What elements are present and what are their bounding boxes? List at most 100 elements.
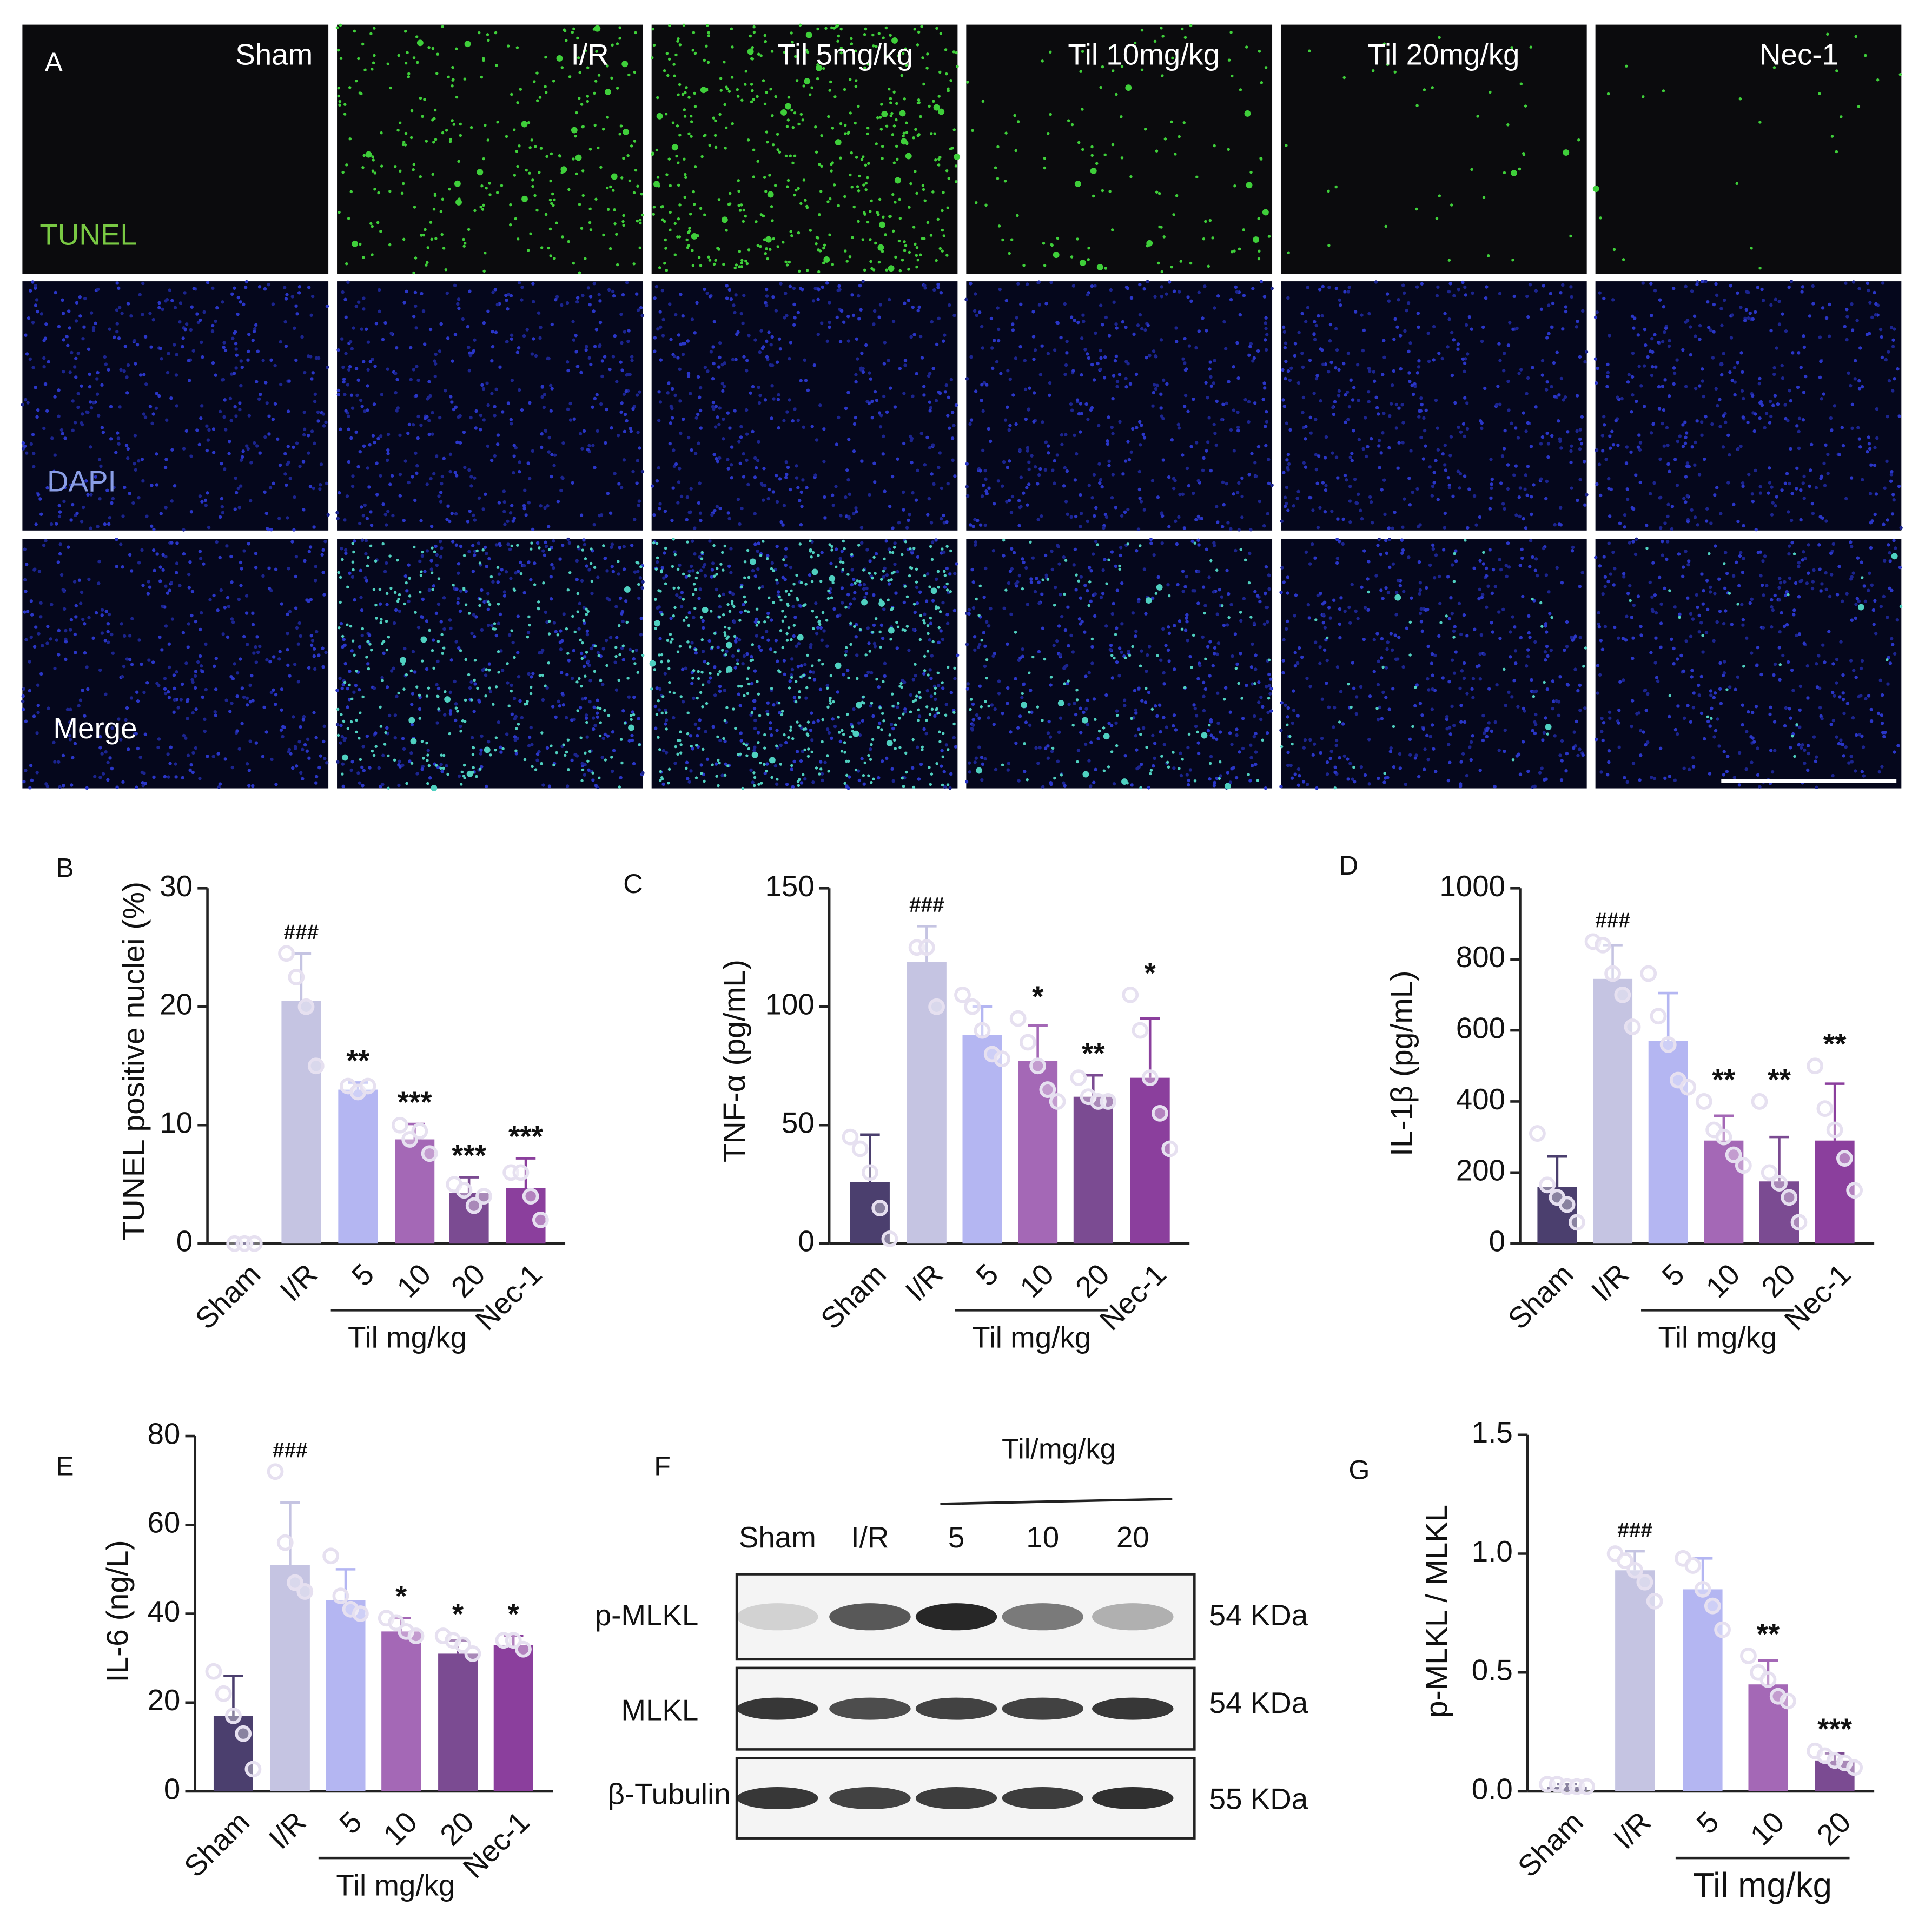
tunel-dot (544, 213, 548, 216)
tunel-dot (550, 744, 553, 747)
nucleus (595, 711, 599, 715)
tunel-dot (353, 29, 356, 33)
nucleus (134, 362, 137, 366)
nucleus (194, 707, 198, 711)
nucleus (717, 365, 721, 369)
nucleus (279, 340, 282, 344)
nucleus (78, 295, 82, 299)
nucleus (1172, 487, 1176, 491)
nucleus (1387, 526, 1391, 530)
micrograph-bg (966, 281, 1273, 531)
nucleus (212, 593, 216, 598)
tunel-dot (776, 133, 779, 136)
nucleus (41, 644, 44, 647)
nucleus (753, 512, 757, 515)
nucleus (273, 363, 277, 368)
nucleus (286, 632, 289, 636)
tunel-dot (941, 209, 944, 213)
nucleus (1205, 329, 1208, 333)
nucleus (568, 418, 573, 422)
nucleus (376, 436, 380, 441)
nucleus (1346, 418, 1350, 421)
nucleus (1314, 323, 1318, 328)
tunel-dot (1503, 171, 1506, 175)
nucleus (1172, 477, 1176, 480)
tunel-dot (1257, 257, 1261, 261)
nucleus (626, 372, 630, 376)
nucleus (68, 628, 72, 632)
tunel-dot (575, 154, 582, 161)
tunel-dot (510, 629, 513, 632)
tunel-dot (682, 23, 686, 27)
nucleus (517, 388, 521, 392)
nucleus (107, 612, 111, 617)
nucleus (856, 357, 859, 361)
nucleus (187, 572, 191, 577)
nucleus (1444, 468, 1448, 472)
nucleus (125, 391, 129, 395)
nucleus (713, 425, 718, 429)
nucleus (1704, 519, 1709, 523)
tunel-dot (434, 138, 438, 141)
nucleus (1575, 429, 1579, 433)
nucleus (567, 541, 572, 545)
nucleus (1638, 448, 1642, 452)
nucleus (375, 461, 379, 465)
nucleus (1267, 458, 1271, 461)
nucleus (1855, 319, 1859, 322)
nucleus (922, 385, 926, 388)
tunel-dot (765, 90, 768, 94)
nucleus (1048, 393, 1051, 398)
nucleus (345, 494, 349, 498)
nucleus (681, 342, 685, 346)
tunel-dot (808, 93, 812, 96)
nucleus (1077, 412, 1081, 416)
nucleus (932, 482, 936, 486)
nucleus (712, 407, 716, 411)
nucleus (211, 451, 216, 454)
nucleus (245, 696, 249, 700)
nucleus (893, 405, 897, 409)
tunel-dot (1211, 236, 1214, 240)
nucleus (53, 395, 57, 399)
nucleus (1104, 315, 1108, 320)
nucleus (981, 409, 985, 413)
nucleus (467, 550, 471, 554)
tunel-dot (791, 161, 795, 165)
tunel-dot (723, 103, 726, 107)
nucleus (1451, 494, 1455, 498)
nucleus (170, 299, 174, 302)
tunel-dot (337, 87, 341, 90)
nucleus (788, 487, 792, 492)
tunel-dot (398, 121, 402, 124)
nucleus (1293, 342, 1298, 346)
nucleus (902, 441, 906, 446)
nucleus (446, 336, 450, 340)
tunel-dot (484, 123, 487, 127)
nucleus (218, 555, 222, 560)
nucleus (189, 454, 193, 458)
nucleus (950, 436, 955, 440)
nucleus (1348, 499, 1352, 503)
nucleus (600, 359, 605, 363)
nucleus (1799, 488, 1803, 492)
nucleus (1289, 366, 1293, 370)
tunel-dot (941, 228, 944, 232)
nucleus (437, 494, 441, 498)
tunel-dot (805, 269, 809, 272)
nucleus (937, 466, 941, 469)
nucleus (670, 518, 674, 522)
nucleus (1240, 494, 1244, 499)
nucleus (1857, 387, 1862, 391)
nucleus (1697, 473, 1702, 477)
nucleus (965, 494, 970, 498)
nucleus (393, 736, 397, 740)
nucleus (1712, 302, 1716, 307)
nucleus (29, 635, 33, 639)
nucleus (939, 517, 943, 521)
tunel-dot (1213, 144, 1216, 148)
tunel-dot (415, 685, 419, 689)
tunel-dot (830, 162, 833, 166)
tunel-dot (1245, 45, 1248, 49)
tunel-dot (1518, 167, 1522, 171)
